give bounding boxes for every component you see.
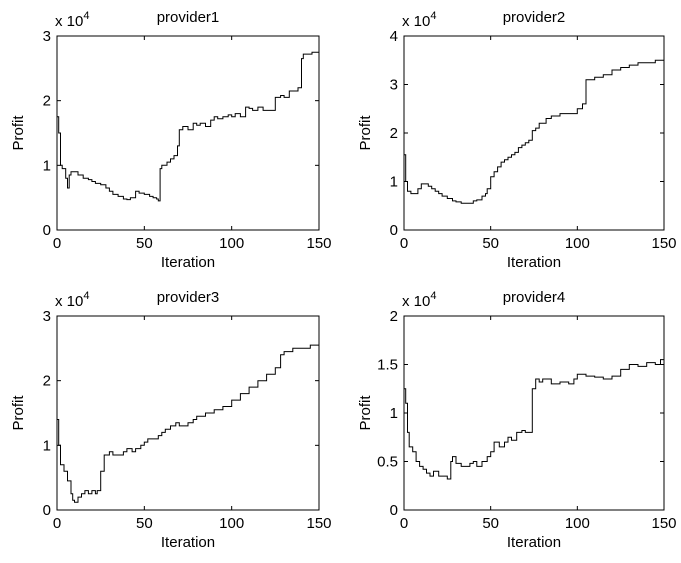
x-tick-label: 100 [565,515,590,532]
plot-frame [56,315,320,511]
y-tick-label: 0 [43,222,51,239]
y-axis-label: Profit [357,115,374,151]
chart-title: provider3 [157,289,220,306]
series-line [57,344,319,503]
y-tick-label: 3 [43,308,51,325]
x-tick-label: 100 [219,515,244,532]
x-tick-label: 150 [306,235,331,252]
y-tick-label: 0 [43,502,51,519]
chart-title: provider1 [157,9,220,26]
x-tick-label: 50 [482,235,499,252]
x-tick-label: 100 [219,235,244,252]
x-axis-label: Iteration [507,254,561,271]
y-exponent-label: x 104 [55,10,89,30]
x-tick-label: 150 [306,515,331,532]
x-tick-label: 50 [136,235,153,252]
series-line [57,42,320,202]
y-exponent-label: x 104 [402,10,436,30]
y-tick-label: 0.5 [377,454,398,471]
x-axis-label: Iteration [161,534,215,551]
x-tick-label: 150 [651,235,676,252]
y-tick-label: 0 [390,222,398,239]
x-tick-label: 50 [136,515,153,532]
y-tick-label: 1 [43,157,51,174]
plot-frame [56,35,320,231]
chart-title: provider4 [503,289,566,306]
series-line [404,320,665,480]
chart-title: provider2 [503,9,566,26]
y-tick-label: 1 [390,174,398,191]
x-tick-label: 0 [53,235,61,252]
x-tick-label: 0 [53,515,61,532]
plot-frame [403,315,665,511]
x-tick-label: 0 [400,515,408,532]
chart-panel-3: 0 50 100 150 0 1 2 3 provider3 x 104 Iteration Prof… [10,289,332,551]
y-tick-label: 4 [390,28,398,45]
y-axis-label: Profit [357,395,374,431]
y-tick-label: 3 [43,28,51,45]
chart-panel-1: 0 50 100 150 0 1 2 3 provider1 x 104 Iteration Prof… [10,9,332,271]
y-tick-label: 1 [390,405,398,422]
chart-panel-2: 0 50 100 150 0 1 2 3 4 provider2 x 104 Iteration Pro… [357,9,677,271]
y-tick-label: 1.5 [377,357,398,374]
y-tick-label: 3 [390,77,398,94]
y-exponent-power: 4 [83,290,89,302]
x-tick-label: 0 [400,235,408,252]
y-tick-label: 2 [390,308,398,325]
y-axis-label: Profit [10,395,27,431]
chart-panel-4: 0 50 100 150 0 0.5 1 1.5 2 provider4 x 104 Iteratio… [357,289,677,551]
y-tick-label: 2 [43,93,51,110]
y-tick-label: 0 [390,502,398,519]
plot-frame [403,35,665,231]
y-exponent-power: 4 [430,10,436,22]
y-exponent-power: 4 [430,290,436,302]
series-line [404,57,665,204]
y-exponent-label: x 104 [55,290,89,310]
x-axis-label: Iteration [507,534,561,551]
y-tick-label: 2 [43,373,51,390]
y-tick-label: 2 [390,125,398,142]
x-tick-label: 50 [482,515,499,532]
y-exponent-label: x 104 [402,290,436,310]
y-exponent-power: 4 [83,10,89,22]
x-tick-label: 100 [565,235,590,252]
x-tick-label: 150 [651,515,676,532]
y-tick-label: 1 [43,437,51,454]
y-axis-label: Profit [10,115,27,151]
x-axis-label: Iteration [161,254,215,271]
